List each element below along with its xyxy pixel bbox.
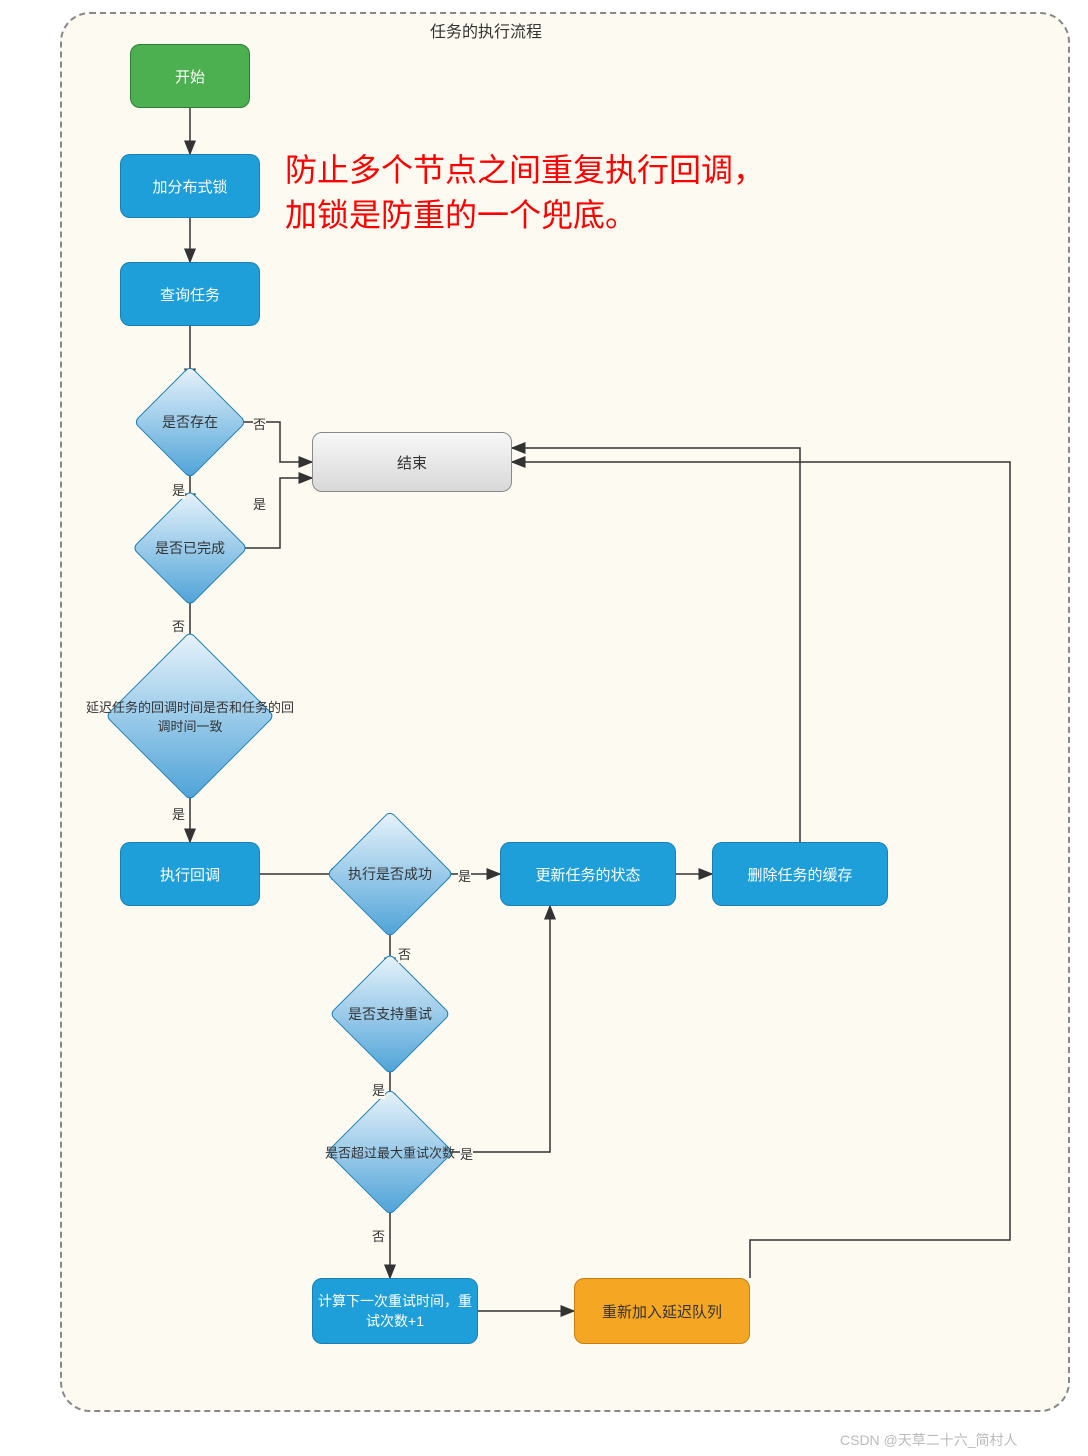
node-exec-label: 执行回调 xyxy=(160,864,220,885)
node-delete-label: 删除任务的缓存 xyxy=(747,864,852,885)
node-requeue: 重新加入延迟队列 xyxy=(574,1278,750,1344)
label-timeok-yes: 是 xyxy=(172,804,185,823)
node-done-label: 是否已完成 xyxy=(133,538,248,558)
node-calc-label: 计算下一次重试时间，重试次数+1 xyxy=(317,1291,473,1331)
label-succ-yes: 是 xyxy=(458,866,471,885)
node-update-label: 更新任务的状态 xyxy=(535,864,640,885)
node-retry: 是否支持重试 xyxy=(347,971,433,1057)
annotation-text: 防止多个节点之间重复执行回调， 加锁是防重的一个兜底。 xyxy=(285,148,765,238)
label-maxed-no: 否 xyxy=(372,1226,385,1245)
node-exists-label: 是否存在 xyxy=(134,412,246,432)
node-calc: 计算下一次重试时间，重试次数+1 xyxy=(312,1278,478,1344)
node-timeok: 延迟任务的回调时间是否和任务的回调时间一致 xyxy=(130,656,250,776)
node-query: 查询任务 xyxy=(120,262,260,326)
label-succ-no: 否 xyxy=(398,944,411,963)
node-maxed-label: 是否超过最大重试次数 xyxy=(323,1143,458,1162)
annotation-line1: 防止多个节点之间重复执行回调， xyxy=(285,152,765,188)
node-lock-label: 加分布式锁 xyxy=(152,176,227,197)
flowchart-title: 任务的执行流程 xyxy=(430,18,542,42)
node-maxed: 是否超过最大重试次数 xyxy=(345,1107,435,1197)
label-done-no: 否 xyxy=(172,616,185,635)
watermark-text: CSDN @天草二十六_简村人 xyxy=(840,1430,1018,1450)
node-delete: 删除任务的缓存 xyxy=(712,842,888,906)
node-query-label: 查询任务 xyxy=(160,284,220,305)
label-exists-no: 否 xyxy=(253,414,266,433)
node-start: 开始 xyxy=(130,44,250,108)
node-end-label: 结束 xyxy=(397,452,427,473)
annotation-line2: 加锁是防重的一个兜底。 xyxy=(285,197,637,233)
node-update: 更新任务的状态 xyxy=(500,842,676,906)
label-done-yes: 是 xyxy=(253,494,266,513)
node-done: 是否已完成 xyxy=(149,507,231,589)
node-succ: 执行是否成功 xyxy=(345,829,435,919)
node-timeok-label: 延迟任务的回调时间是否和任务的回调时间一致 xyxy=(82,697,298,735)
label-maxed-yes: 是 xyxy=(460,1144,473,1163)
node-exists: 是否存在 xyxy=(150,382,230,462)
node-exec: 执行回调 xyxy=(120,842,260,906)
label-exists-yes: 是 xyxy=(172,480,185,499)
node-start-label: 开始 xyxy=(175,66,205,87)
node-requeue-label: 重新加入延迟队列 xyxy=(602,1301,722,1322)
node-lock: 加分布式锁 xyxy=(120,154,260,218)
node-succ-label: 执行是否成功 xyxy=(327,864,453,884)
node-retry-label: 是否支持重试 xyxy=(330,1004,450,1024)
node-end: 结束 xyxy=(312,432,512,492)
label-retry-yes: 是 xyxy=(372,1080,385,1099)
